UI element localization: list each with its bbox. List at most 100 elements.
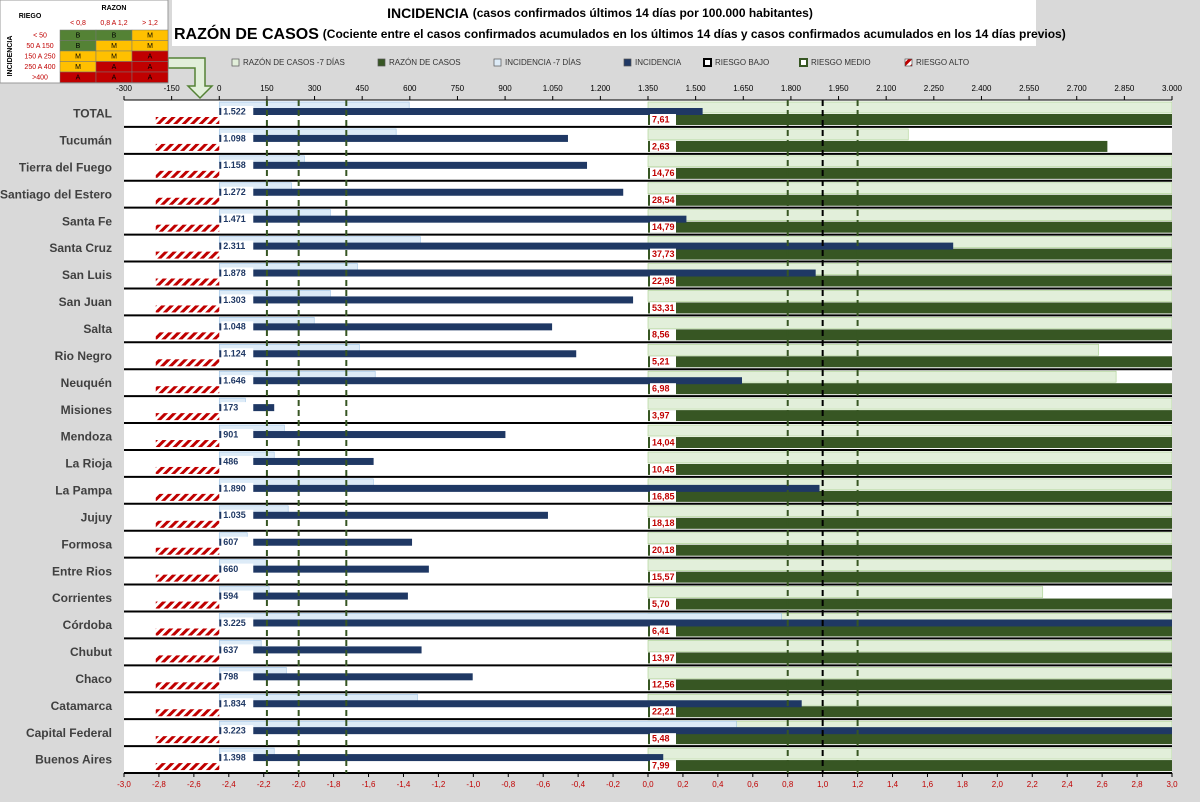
ratio-prev-bar — [647, 155, 1172, 168]
risk-high-bar — [155, 574, 220, 582]
legend-label: RAZÓN DE CASOS — [389, 58, 461, 67]
risk-high-bar — [155, 763, 220, 771]
x2-tick-label: -3,0 — [117, 780, 131, 789]
x2-tick-label: 0,0 — [642, 780, 654, 789]
x2-tick-label: -0,8 — [501, 780, 515, 789]
incidence-bar — [219, 350, 577, 358]
incidence-bar — [219, 161, 588, 169]
matrix-cell-label: M — [75, 53, 81, 60]
ratio-bar — [648, 706, 1172, 718]
risk-high-bar — [155, 278, 220, 286]
category-label: Tucumán — [60, 134, 112, 148]
risk-high-bar — [155, 332, 220, 340]
matrix-row-title: INCIDENCIA — [7, 36, 14, 77]
ratio-prev-bar — [647, 370, 1117, 383]
ratio-label: 5,21 — [652, 357, 670, 367]
incidence-label-box — [221, 482, 254, 494]
ratio-bar — [648, 598, 1172, 610]
subtitle-note: (Cociente entre el casos confirmados acu… — [323, 27, 1066, 41]
x-tick-label: 300 — [308, 84, 322, 93]
incidence-label-box — [221, 267, 254, 279]
category-label: Rio Negro — [55, 349, 112, 363]
x-tick-label: 1.800 — [781, 84, 802, 93]
ratio-label: 5,70 — [652, 599, 670, 609]
risk-matrix: RIEGO RAZON INCIDENCIA < 0,8 0,8 A 1,2 > 1,2 <… — [0, 0, 169, 84]
matrix-cell-label: A — [148, 53, 153, 60]
ratio-prev-bar — [647, 451, 1172, 464]
legend-label: INCIDENCIA — [635, 58, 682, 67]
ratio-label-box — [650, 140, 676, 152]
incidence-label: 1.398 — [223, 752, 246, 762]
x-tick-label: 2.400 — [971, 84, 992, 93]
incidence-label-box — [221, 240, 254, 252]
ratio-label-box — [650, 194, 676, 206]
ratio-label-box — [650, 544, 676, 556]
ratio-prev-bar — [647, 209, 1172, 221]
x2-tick-label: -1,4 — [397, 780, 411, 789]
risk-high-bar — [155, 736, 220, 744]
chart-title: INCIDENCIA (casos confirmados últimos 14… — [387, 5, 813, 21]
legend-label: RIESGO ALTO — [916, 58, 969, 67]
x-tick-label: 0 — [217, 84, 222, 93]
risk-high-bar — [155, 413, 220, 421]
ratio-label-box — [650, 356, 676, 368]
x-tick-label: 1.200 — [590, 84, 611, 93]
ratio-bar — [648, 194, 1172, 206]
matrix-col-label: 0,8 A 1,2 — [100, 20, 127, 27]
ratio-prev-bar — [647, 424, 1172, 437]
risk-high-bar — [155, 682, 220, 690]
incidence-label-box — [221, 752, 254, 764]
x2-tick-label: 0,2 — [677, 780, 689, 789]
incidence-bar — [219, 377, 743, 385]
ratio-bar — [648, 302, 1172, 314]
ratio-prev-bar — [647, 586, 1044, 598]
x2-tick-label: 2,4 — [1062, 780, 1074, 789]
incidence-bar — [219, 511, 548, 519]
ratio-label: 7,99 — [652, 760, 670, 770]
ratio-label-box — [650, 679, 676, 691]
incidence-bar — [219, 619, 1172, 627]
incidence-label-box — [221, 509, 254, 521]
x2-tick-label: -0,4 — [571, 780, 585, 789]
incidence-label-box — [221, 159, 254, 171]
matrix-cell-label: A — [76, 74, 81, 81]
legend-swatch — [703, 58, 712, 67]
ratio-label-box — [650, 625, 676, 637]
legend-swatch — [623, 58, 632, 67]
category-label: Corrientes — [52, 591, 112, 605]
matrix-cell-label: A — [148, 74, 153, 81]
x-tick-label: 2.850 — [1114, 84, 1135, 93]
x2-tick-label: 1,0 — [817, 780, 829, 789]
x2-tick-label: -2,4 — [222, 780, 236, 789]
ratio-label: 37,73 — [652, 249, 675, 259]
incidence-bar — [219, 457, 374, 465]
risk-high-bar — [155, 493, 220, 501]
category-label: La Pampa — [55, 484, 112, 498]
ratio-label-box — [650, 437, 676, 449]
incidence-bar — [219, 431, 506, 439]
x2-tick-label: -2,6 — [187, 780, 201, 789]
category-label: Santa Fe — [62, 214, 112, 228]
ratio-prev-bar — [647, 505, 1172, 518]
x-tick-label: 2.100 — [876, 84, 897, 93]
incidence-bar — [219, 484, 820, 492]
matrix-cell — [131, 71, 169, 83]
ratio-label-box — [650, 383, 676, 395]
ratio-label-box — [650, 275, 676, 287]
category-label: Catamarca — [51, 699, 113, 713]
category-label: Santiago del Estero — [0, 187, 112, 201]
category-label: Córdoba — [63, 618, 113, 632]
category-label: Entre Rios — [52, 564, 112, 578]
ratio-label: 28,54 — [652, 195, 675, 205]
risk-high-bar — [155, 520, 220, 528]
ratio-label-box — [650, 571, 676, 583]
incidence-label-box — [221, 617, 254, 629]
x-tick-label: 750 — [451, 84, 465, 93]
x-tick-label: 150 — [260, 84, 274, 93]
x2-tick-label: 0,4 — [712, 780, 724, 789]
incidence-label: 486 — [223, 456, 238, 466]
ratio-prev-bar — [647, 263, 1172, 275]
x-tick-label: 1.350 — [638, 84, 659, 93]
ratio-label: 22,95 — [652, 276, 675, 286]
